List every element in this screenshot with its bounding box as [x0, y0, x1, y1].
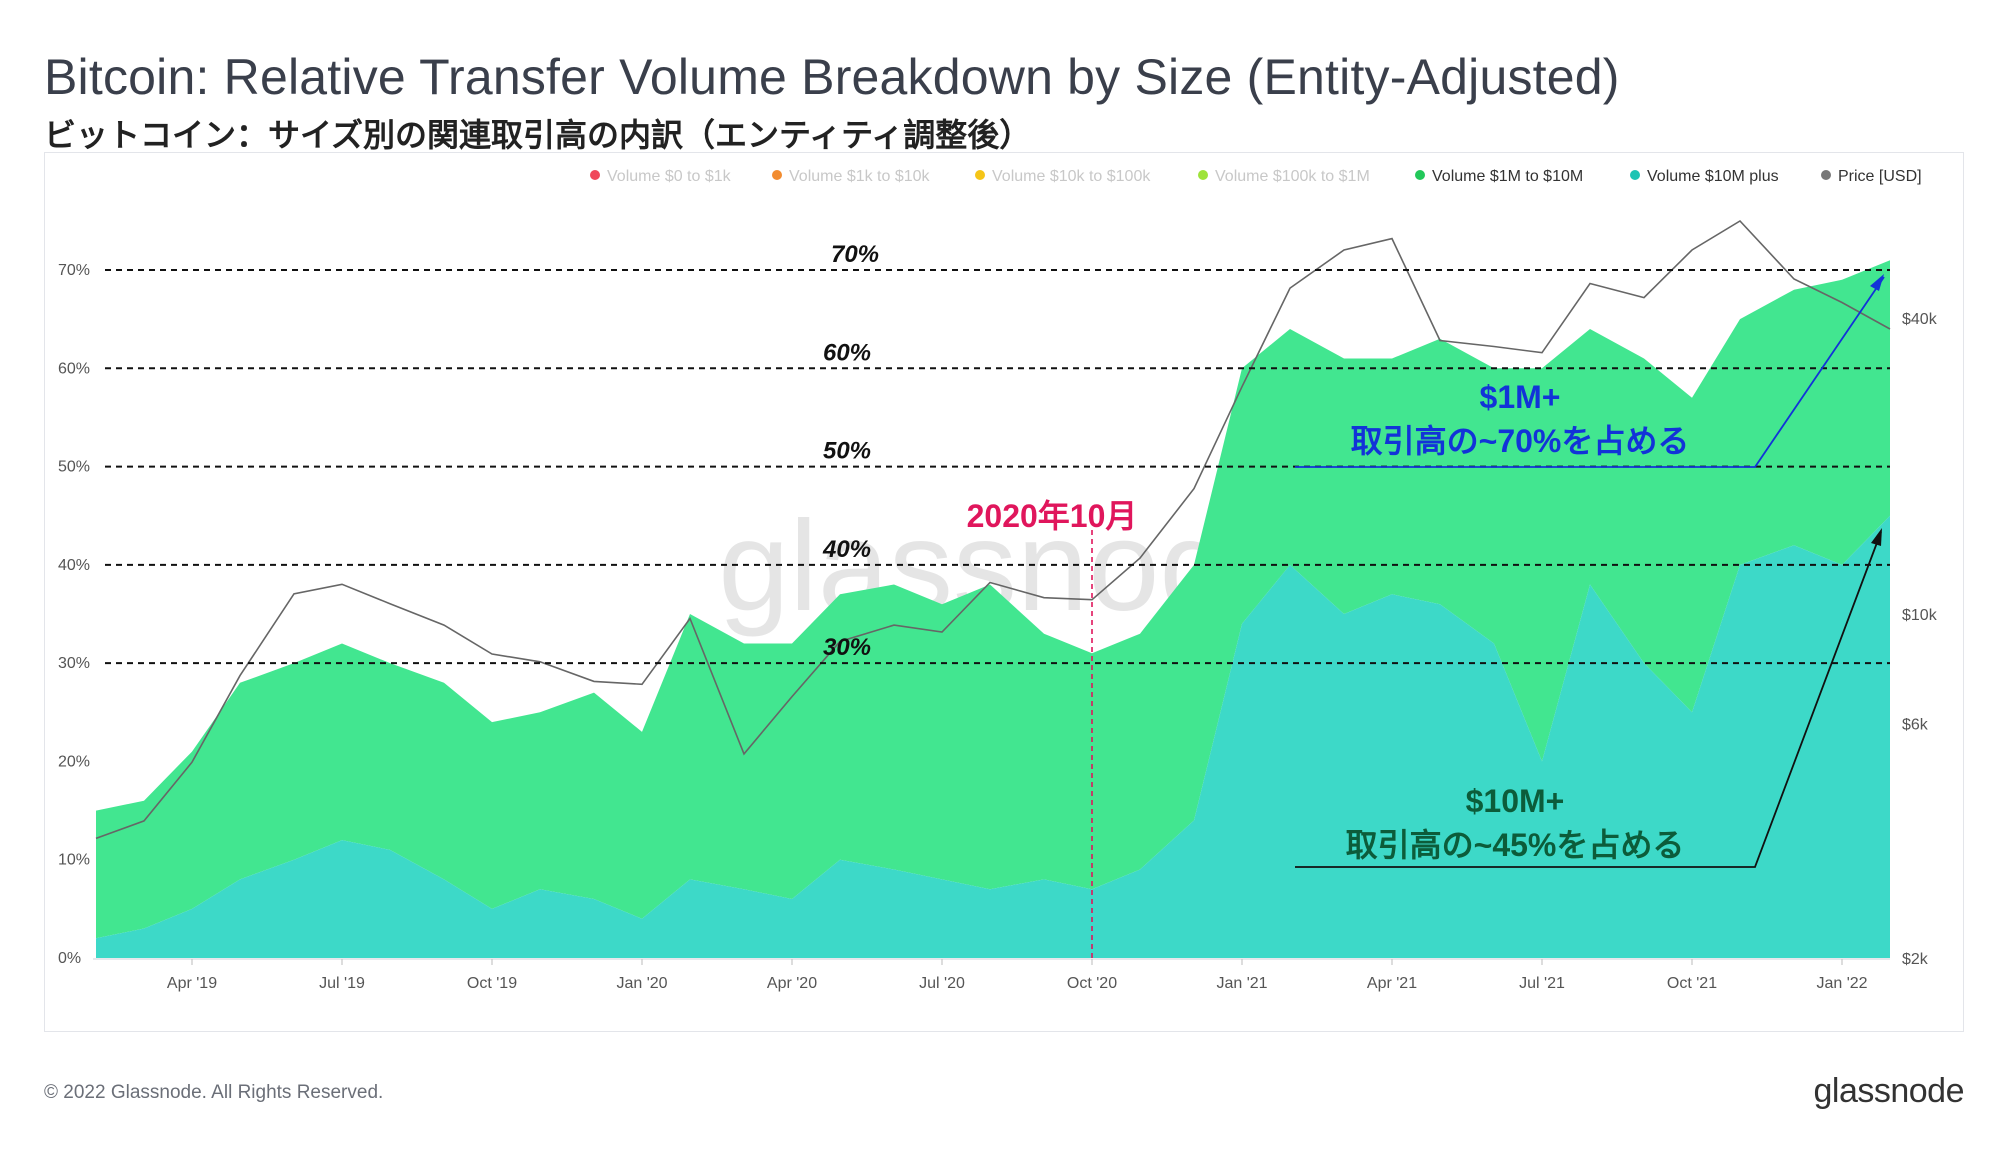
area-volume-1m-to-10m [96, 260, 1890, 939]
legend[interactable]: Volume $0 to $1k Volume $1k to $10k Volume… [590, 168, 1922, 185]
x-tick-label: Oct '19 [467, 975, 517, 992]
area-volume-10m-plus [96, 515, 1890, 958]
legend-item[interactable]: Volume $1k to $10k [772, 168, 931, 185]
legend-label: Volume $100k to $1M [1215, 168, 1370, 185]
legend-item[interactable]: Volume $1M to $10M [1415, 168, 1583, 185]
legend-label: Volume $1M to $10M [1432, 168, 1583, 185]
annotation-1m-plus-arrowhead [1870, 274, 1884, 291]
legend-item[interactable]: Volume $0 to $1k [590, 168, 732, 185]
reference-line-label: 60% [823, 339, 871, 366]
reference-line-label: 30% [823, 634, 871, 661]
reference-line-label: 40% [822, 536, 871, 563]
y-tick-label: 20% [58, 753, 90, 770]
chart-title: Bitcoin: Relative Transfer Volume Breakd… [44, 49, 1620, 105]
legend-label: Volume $0 to $1k [607, 168, 732, 185]
x-tick-label: Jul '21 [1519, 975, 1565, 992]
legend-label: Volume $1k to $10k [789, 168, 931, 185]
area-series-group [96, 260, 1890, 958]
reference-line-label: 50% [823, 438, 871, 465]
copyright-footer: © 2022 Glassnode. All Rights Reserved. [44, 1082, 384, 1103]
chart-panel [44, 152, 1964, 1032]
x-tick-label: Jan '21 [1216, 975, 1267, 992]
y-tick-label: 10% [58, 852, 90, 869]
x-tick-label: Jan '22 [1816, 975, 1867, 992]
annotation-10m-plus-text: 取引高の~45%を占める [1346, 827, 1685, 863]
legend-item[interactable]: Volume $10M plus [1630, 168, 1779, 185]
reference-line-label: 70% [831, 241, 879, 268]
legend-item[interactable]: Volume $10k to $100k [975, 168, 1151, 185]
oct-2020-label: 2020年10月 [967, 498, 1138, 534]
annotation-1m-plus-pointer [1295, 276, 1885, 468]
legend-item[interactable]: Price [USD] [1821, 168, 1922, 185]
legend-label: Price [USD] [1838, 168, 1922, 185]
annotations: $1M+ 取引高の~70%を占める $10M+ 取引高の~45%を占める 2020年10… [967, 274, 1885, 958]
y-right-tick-label: $2k [1902, 951, 1929, 968]
y-tick-label: 50% [58, 459, 90, 476]
x-tick-label: Apr '20 [767, 975, 817, 992]
x-tick-label: Oct '20 [1067, 975, 1117, 992]
x-tick-label: Jan '20 [616, 975, 667, 992]
x-tick-label: Jul '20 [919, 975, 965, 992]
y-tick-label: 0% [58, 950, 81, 967]
x-tick-label: Jul '19 [319, 975, 365, 992]
legend-label: Volume $10M plus [1647, 168, 1779, 185]
y-right-tick-label: $6k [1902, 716, 1929, 733]
legend-marker [1630, 170, 1640, 180]
price-line-group [95, 219, 1891, 840]
annotation-10m-plus-pointer [1295, 531, 1882, 868]
legend-marker [975, 170, 985, 180]
x-tick-label: Apr '19 [167, 975, 217, 992]
legend-label: Volume $10k to $100k [992, 168, 1151, 185]
legend-marker [772, 170, 782, 180]
annotation-1m-plus-title: $1M+ [1480, 379, 1561, 415]
y-right-tick-label: $40k [1902, 311, 1938, 328]
annotation-10m-plus-arrowhead [1871, 528, 1882, 546]
annotation-1m-plus-text: 取引高の~70%を占める [1351, 423, 1690, 459]
y-right-tick-label: $10k [1902, 607, 1938, 624]
y-tick-label: 40% [58, 557, 90, 574]
legend-item[interactable]: Volume $100k to $1M [1198, 168, 1370, 185]
annotation-10m-plus-title: $10M+ [1466, 783, 1565, 819]
y-tick-label: 60% [58, 360, 90, 377]
axes: 0% 10% 20% 30% 40% 50% 60% 70% $2k $6k $10k $40k Apr… [58, 262, 1938, 992]
y-tick-label: 70% [58, 262, 90, 279]
price-line [95, 219, 1891, 840]
legend-marker [1821, 170, 1831, 180]
brand-logo: glassnode [1813, 1072, 1964, 1110]
chart-subtitle: ビットコイン：サイズ別の関連取引高の内訳（エンティティ調整後） [44, 117, 1032, 153]
x-tick-label: Apr '21 [1367, 975, 1417, 992]
y-tick-label: 30% [58, 655, 90, 672]
legend-marker [590, 170, 600, 180]
legend-marker [1198, 170, 1208, 180]
legend-marker [1415, 170, 1425, 180]
x-tick-label: Oct '21 [1667, 975, 1717, 992]
